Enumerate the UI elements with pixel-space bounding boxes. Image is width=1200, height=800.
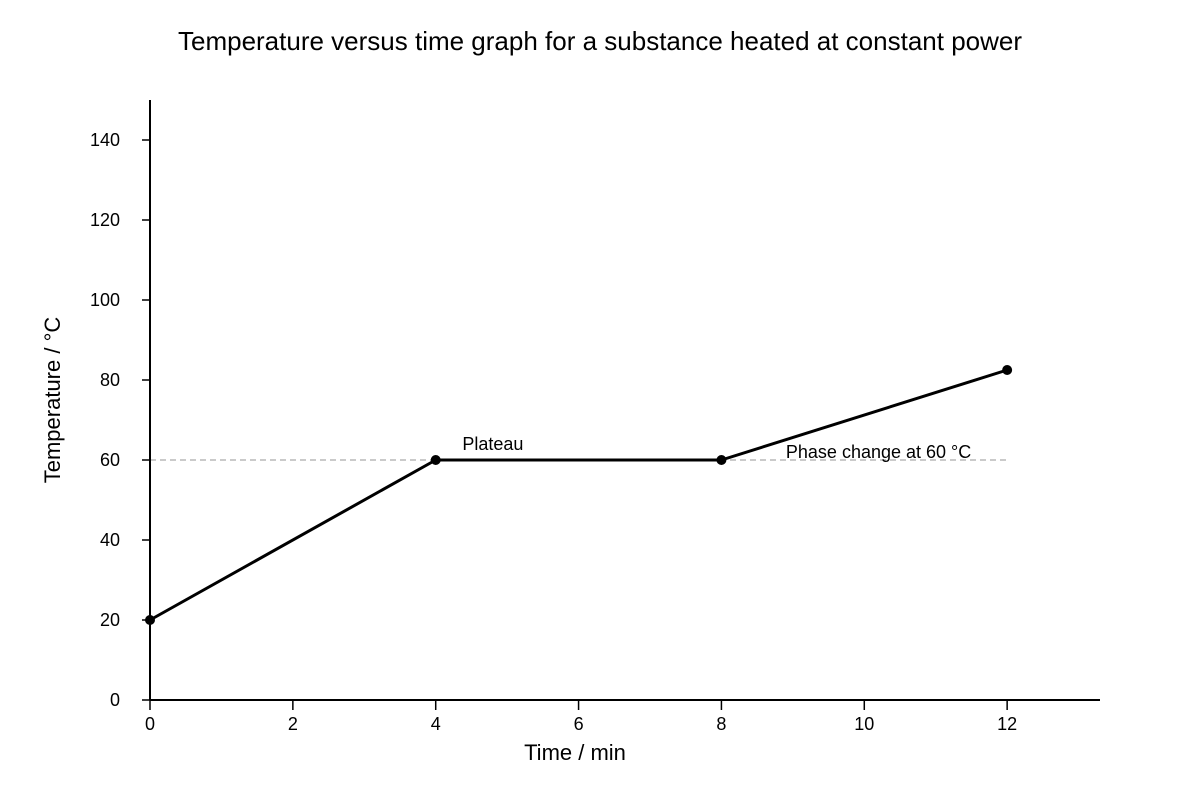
ticks: 0 20 40 60 80 100 120 140 0 2 4 6 8 10 12 <box>90 130 1017 734</box>
x-axis-label: Time / min <box>524 740 626 765</box>
series <box>145 365 1013 625</box>
data-point <box>1002 365 1013 375</box>
x-tick-label: 8 <box>716 714 726 734</box>
y-tick-label: 40 <box>100 530 120 550</box>
y-tick-label: 120 <box>90 210 120 230</box>
data-point <box>145 615 155 625</box>
axes <box>149 100 1100 701</box>
x-tick-label: 6 <box>574 714 584 734</box>
data-point <box>716 455 727 465</box>
x-tick-label: 2 <box>288 714 298 734</box>
annotations: Plateau Phase change at 60 °C <box>462 434 971 462</box>
annotation-label: Plateau <box>462 434 523 454</box>
y-tick-label: 80 <box>100 370 120 390</box>
x-tick-label: 12 <box>997 714 1017 734</box>
x-tick-label: 10 <box>854 714 874 734</box>
x-tick-label: 0 <box>145 714 155 734</box>
y-tick-label: 0 <box>110 690 120 710</box>
y-tick-label: 140 <box>90 130 120 150</box>
y-tick-label: 20 <box>100 610 120 630</box>
annotation-label: Phase change at 60 °C <box>786 442 971 462</box>
y-tick-label: 100 <box>90 290 120 310</box>
chart-title: Temperature versus time graph for a subs… <box>178 26 1022 56</box>
y-tick-label: 60 <box>100 450 120 470</box>
data-point <box>430 455 441 465</box>
x-tick-label: 4 <box>431 714 441 734</box>
y-axis-label: Temperature / °C <box>40 317 65 484</box>
series-line <box>149 368 1008 622</box>
